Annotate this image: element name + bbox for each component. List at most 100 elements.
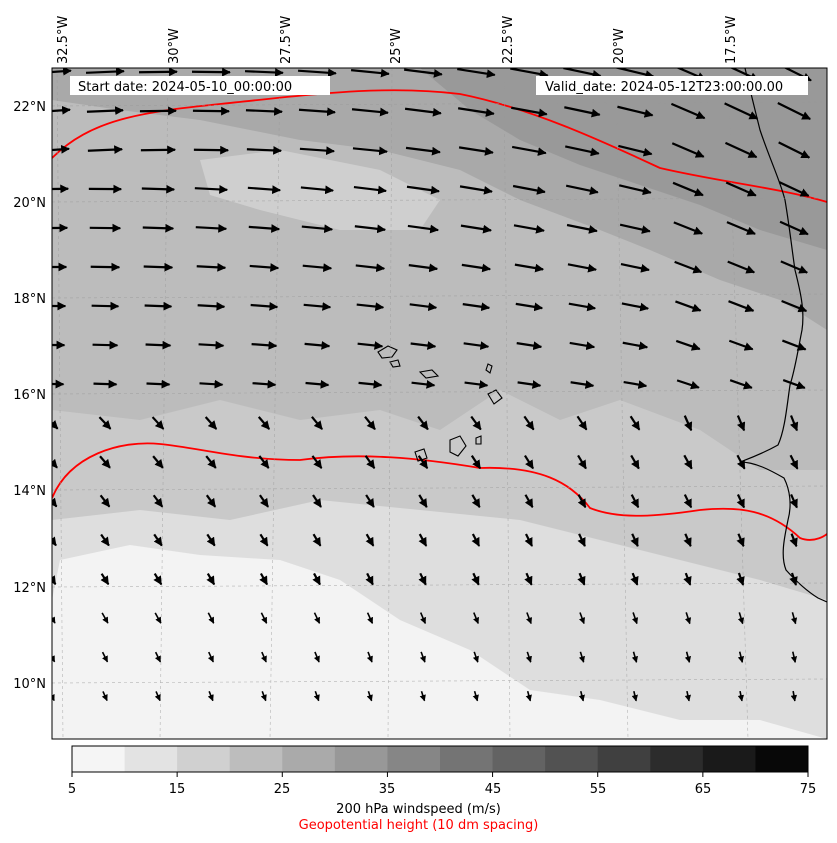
wind-vector bbox=[418, 494, 428, 508]
colorbar bbox=[72, 746, 809, 772]
wind-vector bbox=[778, 181, 810, 197]
wind-vector bbox=[472, 651, 479, 663]
wind-vector bbox=[736, 494, 746, 509]
wind-vector bbox=[728, 300, 755, 313]
lon-label: 32.5°W bbox=[56, 16, 71, 64]
wind-vector bbox=[631, 690, 638, 702]
lat-label: 14°N bbox=[13, 484, 46, 499]
wind-vector bbox=[683, 494, 693, 509]
wind-vector bbox=[366, 612, 374, 624]
wind-vector bbox=[579, 612, 586, 625]
wind-vector bbox=[630, 572, 639, 586]
wind-vector bbox=[419, 612, 427, 624]
wind-vector bbox=[458, 146, 494, 156]
wind-vector bbox=[138, 68, 178, 77]
wind-vector bbox=[205, 455, 217, 469]
wind-vector bbox=[365, 533, 375, 547]
wind-vector bbox=[510, 68, 549, 79]
wind-vector bbox=[524, 454, 534, 470]
wind-vector bbox=[312, 533, 322, 547]
wind-vector bbox=[789, 572, 798, 586]
wind-vector bbox=[618, 144, 653, 157]
lon-label: 30°W bbox=[167, 28, 182, 64]
wind-vector bbox=[312, 572, 321, 586]
wind-vector bbox=[297, 68, 337, 78]
valid-date-label: Valid_date: 2024-05-12T23:00:00.00 bbox=[545, 80, 783, 95]
wind-vector bbox=[353, 185, 387, 195]
lat-label: 16°N bbox=[13, 388, 46, 403]
wind-vector bbox=[724, 102, 759, 120]
colorbar-frame bbox=[71, 745, 809, 773]
wind-vector bbox=[251, 340, 278, 350]
cape-verde-islands bbox=[377, 345, 503, 462]
wind-vector bbox=[358, 379, 383, 389]
wind-vector bbox=[568, 302, 597, 312]
wind-vector bbox=[671, 142, 705, 158]
wind-vector bbox=[578, 651, 585, 663]
wind-vector bbox=[632, 612, 639, 625]
wind-vector bbox=[91, 301, 120, 311]
wind-vector bbox=[515, 302, 544, 312]
wind-vector bbox=[674, 260, 703, 274]
colorbar-tick-label: 25 bbox=[274, 782, 291, 797]
wind-vector bbox=[206, 572, 216, 586]
contour-legend-label: Geopotential height (10 dm spacing) bbox=[298, 818, 539, 833]
wind-vector bbox=[570, 380, 595, 389]
colorbar-swatch bbox=[597, 746, 651, 772]
wind-vector bbox=[207, 651, 214, 663]
wind-vector bbox=[52, 616, 56, 624]
wind-vector bbox=[146, 379, 171, 389]
wind-vector bbox=[258, 494, 270, 508]
wind-vector bbox=[355, 263, 386, 273]
windspeed-band-5-10 bbox=[52, 545, 827, 739]
wind-vector bbox=[471, 572, 480, 586]
wind-vector bbox=[736, 454, 746, 470]
wind-vector bbox=[252, 379, 277, 389]
map-frame bbox=[51, 67, 828, 740]
wind-vector bbox=[457, 68, 496, 79]
colorbar-swatch bbox=[387, 746, 441, 772]
wind-vector bbox=[299, 146, 335, 156]
wind-vector bbox=[153, 573, 163, 586]
wind-vector bbox=[198, 340, 225, 350]
wind-vector bbox=[139, 106, 177, 116]
wind-vector bbox=[313, 651, 320, 663]
wind-vector bbox=[259, 572, 269, 586]
wind-vector bbox=[196, 262, 227, 272]
wind-vector bbox=[727, 260, 756, 274]
wind-vector bbox=[364, 415, 376, 431]
wind-vector bbox=[417, 455, 429, 470]
wind-vector bbox=[52, 497, 58, 508]
wind-vector bbox=[52, 693, 55, 702]
wind-vector bbox=[516, 341, 543, 351]
wind-vector bbox=[512, 184, 546, 195]
wind-vector bbox=[313, 691, 320, 702]
wind-vector bbox=[577, 533, 586, 547]
wind-vector bbox=[789, 533, 798, 548]
wind-vector bbox=[409, 302, 438, 312]
wind-vector bbox=[517, 380, 542, 389]
wind-vector bbox=[471, 494, 481, 508]
wind-vector bbox=[781, 339, 807, 351]
wind-vector bbox=[357, 341, 384, 350]
wind-vector bbox=[260, 612, 268, 624]
wind-vector bbox=[356, 302, 385, 311]
colorbar-swatch bbox=[755, 746, 809, 772]
wind-vector bbox=[302, 263, 333, 272]
lat-label: 12°N bbox=[13, 581, 46, 596]
wind-vector bbox=[725, 181, 757, 197]
colorbar-swatch bbox=[650, 746, 704, 772]
lat-label: 18°N bbox=[13, 292, 46, 307]
wind-vector bbox=[631, 651, 638, 663]
colorbar-tick-label: 75 bbox=[800, 782, 817, 797]
wind-vector bbox=[145, 340, 172, 350]
wind-vector bbox=[98, 416, 112, 430]
colorbar-swatch bbox=[492, 746, 546, 772]
wind-vector bbox=[630, 494, 640, 509]
wind-vector bbox=[457, 107, 495, 117]
colorbar-tick-label: 65 bbox=[695, 782, 712, 797]
wind-vector bbox=[100, 573, 110, 586]
wind-vector bbox=[418, 572, 427, 586]
windspeed-band-35-40 bbox=[420, 68, 827, 250]
